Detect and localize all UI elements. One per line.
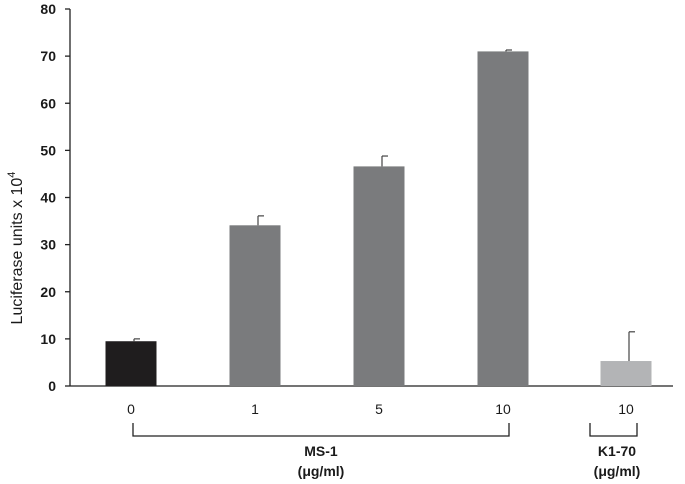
group-unit-label: (μg/ml) xyxy=(594,463,641,479)
group-label: MS-1 xyxy=(304,443,338,459)
group-label: K1-70 xyxy=(598,443,636,459)
y-tick-label: 30 xyxy=(40,237,56,253)
y-axis-label-superscript: 4 xyxy=(6,172,18,178)
y-axis-label: Luciferase units x 104 xyxy=(6,172,26,325)
y-tick-label: 0 xyxy=(48,378,56,394)
y-tick-label: 80 xyxy=(40,1,56,17)
y-tick-label: 10 xyxy=(40,331,56,347)
y-tick-label: 20 xyxy=(40,284,56,300)
bar xyxy=(353,166,405,386)
x-tick-label: 10 xyxy=(618,401,634,417)
x-tick-label: 10 xyxy=(495,401,511,417)
y-tick-label: 40 xyxy=(40,190,56,206)
bar xyxy=(229,225,281,386)
bar xyxy=(105,341,157,386)
plot-area: 0 10 20 30 40 50 60 70 80 0 1 5 10 10 MS-1 (μg/ml) K1-70… xyxy=(40,1,673,479)
bar xyxy=(600,361,652,386)
x-tick-label: 5 xyxy=(375,401,383,417)
x-tick-label: 1 xyxy=(251,401,259,417)
y-tick-label: 50 xyxy=(40,142,56,158)
y-axis-label-text: Luciferase units x 10 xyxy=(9,178,26,325)
group-unit-label: (μg/ml) xyxy=(298,463,345,479)
x-tick-label: 0 xyxy=(127,401,135,417)
svg-text:Luciferase units x 104: Luciferase units x 104 xyxy=(6,172,26,325)
bar xyxy=(477,51,529,386)
y-tick-label: 60 xyxy=(40,95,56,111)
group-bracket xyxy=(132,423,510,437)
y-tick-label: 70 xyxy=(40,48,56,64)
group-bracket xyxy=(589,423,638,437)
